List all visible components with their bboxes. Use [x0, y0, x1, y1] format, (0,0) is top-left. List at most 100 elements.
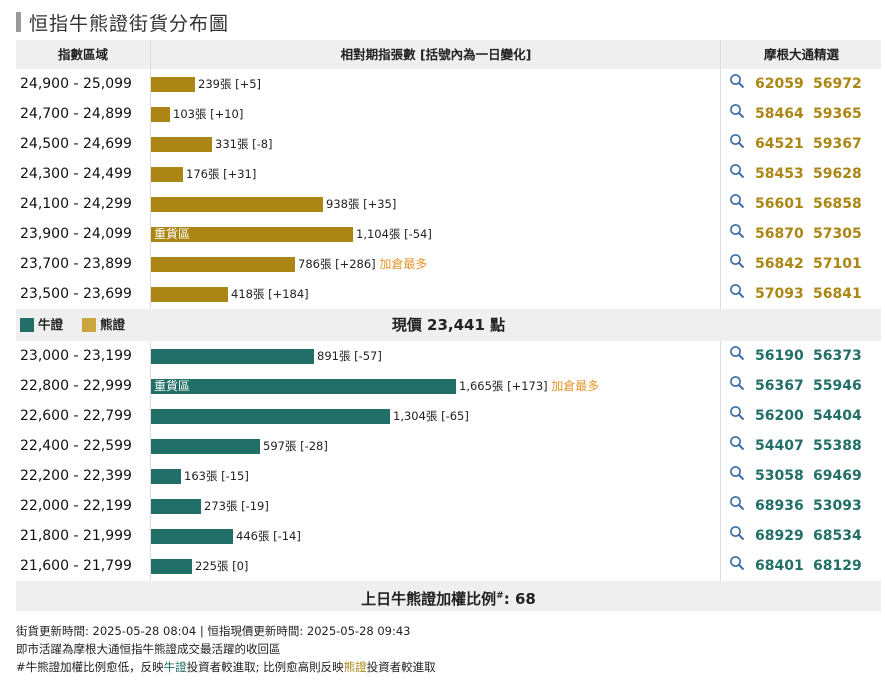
search-icon[interactable]	[729, 73, 745, 89]
update-times: 街貨更新時間: 2025-05-28 08:04 | 恒指現價更新時間: 202…	[16, 624, 411, 638]
search-icon[interactable]	[729, 375, 745, 391]
contracts-bar	[151, 469, 181, 484]
bar-cell: 103張 [+10]	[150, 99, 721, 129]
contracts-text: 273張 [-19]	[204, 499, 269, 513]
index-range: 21,600 - 21,799	[20, 558, 132, 574]
warrant-code-link[interactable]: 62059	[755, 76, 804, 92]
warrant-code-link[interactable]: 64521	[755, 136, 804, 152]
warrant-code-link[interactable]: 59365	[813, 106, 862, 122]
contracts-label: 891張 [-57]	[317, 349, 382, 364]
warrant-code-link[interactable]: 55388	[813, 438, 862, 454]
bar-cell: 938張 [+35]	[150, 189, 721, 219]
warrant-code-link[interactable]: 68401	[755, 558, 804, 574]
warrant-code-link[interactable]: 57305	[813, 226, 862, 242]
contracts-label: 786張 [+286] 加倉最多	[298, 257, 427, 272]
index-range: 24,500 - 24,699	[20, 136, 132, 152]
search-icon[interactable]	[729, 103, 745, 119]
warrant-code-link[interactable]: 69469	[813, 468, 862, 484]
bar-cell: 418張 [+184]	[150, 279, 721, 309]
contracts-text: 1,304張 [-65]	[393, 409, 469, 423]
selection-cell: 62059 56972	[720, 69, 882, 99]
bull-legend-swatch	[20, 318, 34, 332]
search-icon[interactable]	[729, 435, 745, 451]
warrant-code-link[interactable]: 54407	[755, 438, 804, 454]
selection-cell: 56601 56858	[720, 189, 882, 219]
warrant-code-link[interactable]: 53093	[813, 498, 862, 514]
warrant-code-link[interactable]: 58453	[755, 166, 804, 182]
price-legend-bar: 牛證 熊證 現價 23,441 點	[16, 309, 881, 341]
warrant-code-link[interactable]: 68929	[755, 528, 804, 544]
warrant-code-link[interactable]: 57101	[813, 256, 862, 272]
warrant-code-link[interactable]: 53058	[755, 468, 804, 484]
most-added-label: 加倉最多	[551, 379, 600, 393]
warrant-code-link[interactable]: 56367	[755, 378, 804, 394]
warrant-code-link[interactable]: 57093	[755, 286, 804, 302]
warrant-code-link[interactable]: 56841	[813, 286, 862, 302]
warrant-code-link[interactable]: 56870	[755, 226, 804, 242]
bear-legend-label: 熊證	[100, 317, 126, 332]
warrant-code-link[interactable]: 56200	[755, 408, 804, 424]
warrant-code-link[interactable]: 55946	[813, 378, 862, 394]
index-range: 23,900 - 24,099	[20, 226, 132, 242]
table-header: 指數區域 相對期指張數 [括號內為一日變化] 摩根大通精選	[16, 40, 881, 69]
selection-cell: 68401 68129	[720, 551, 882, 581]
selection-cell: 56870 57305	[720, 219, 882, 249]
selection-cell: 56190 56373	[720, 341, 882, 371]
index-range: 24,700 - 24,899	[20, 106, 132, 122]
search-icon[interactable]	[729, 525, 745, 541]
contracts-text: 239張 [+5]	[198, 77, 262, 91]
search-icon[interactable]	[729, 283, 745, 299]
selection-cell: 56200 54404	[720, 401, 882, 431]
contracts-text: 176張 [+31]	[186, 167, 257, 181]
contracts-text: 1,104張 [-54]	[356, 227, 432, 241]
page-title-block: 恒指牛熊證街貨分布圖	[16, 8, 229, 36]
index-range: 23,700 - 23,899	[20, 256, 132, 272]
warrant-code-link[interactable]: 56190	[755, 348, 804, 364]
table-row: 24,300 - 24,499 176張 [+31] 58453 59628	[16, 159, 881, 189]
warrant-code-link[interactable]: 59367	[813, 136, 862, 152]
search-icon[interactable]	[729, 495, 745, 511]
bar-cell: 163張 [-15]	[150, 461, 721, 491]
contracts-bar	[151, 529, 233, 544]
index-range: 22,200 - 22,399	[20, 468, 132, 484]
contracts-text: 163張 [-15]	[184, 469, 249, 483]
table-row: 21,600 - 21,799 225張 [0] 68401 68129	[16, 551, 881, 581]
search-icon[interactable]	[729, 133, 745, 149]
index-range: 24,300 - 24,499	[20, 166, 132, 182]
search-icon[interactable]	[729, 223, 745, 239]
search-icon[interactable]	[729, 163, 745, 179]
warrant-code-link[interactable]: 56601	[755, 196, 804, 212]
search-icon[interactable]	[729, 253, 745, 269]
index-range: 23,000 - 23,199	[20, 348, 132, 364]
contracts-bar	[151, 287, 228, 302]
search-icon[interactable]	[729, 555, 745, 571]
warrant-code-link[interactable]: 58464	[755, 106, 804, 122]
footnote-ratio: #牛熊證加權比例愈低，反映牛證投資者較進取; 比例愈高則反映熊證投資者較進取	[16, 659, 436, 675]
table-row: 22,000 - 22,199 273張 [-19] 68936 53093	[16, 491, 881, 521]
search-icon[interactable]	[729, 465, 745, 481]
contracts-text: 103張 [+10]	[173, 107, 244, 121]
contracts-bar: 重貨區	[151, 379, 456, 394]
warrant-code-link[interactable]: 56373	[813, 348, 862, 364]
table-row: 23,900 - 24,099 重貨區 1,104張 [-54] 56870 5730…	[16, 219, 881, 249]
warrant-code-link[interactable]: 54404	[813, 408, 862, 424]
index-range: 22,800 - 22,999	[20, 378, 132, 394]
table-row: 24,700 - 24,899 103張 [+10] 58464 59365	[16, 99, 881, 129]
warrant-code-link[interactable]: 68936	[755, 498, 804, 514]
warrant-code-link[interactable]: 59628	[813, 166, 862, 182]
search-icon[interactable]	[729, 193, 745, 209]
warrant-code-link[interactable]: 56842	[755, 256, 804, 272]
contracts-text: 938張 [+35]	[326, 197, 397, 211]
selection-cell: 53058 69469	[720, 461, 882, 491]
search-icon[interactable]	[729, 345, 745, 361]
weighted-ratio: 上日牛熊證加權比例#: 68	[16, 581, 881, 611]
warrant-code-link[interactable]: 56972	[813, 76, 862, 92]
contracts-bar	[151, 257, 295, 272]
contracts-label: 597張 [-28]	[263, 439, 328, 454]
warrant-code-link[interactable]: 68129	[813, 558, 862, 574]
index-range: 21,800 - 21,999	[20, 528, 132, 544]
warrant-code-link[interactable]: 68534	[813, 528, 862, 544]
warrant-code-link[interactable]: 56858	[813, 196, 862, 212]
search-icon[interactable]	[729, 405, 745, 421]
table-row: 23,500 - 23,699 418張 [+184] 57093 56841	[16, 279, 881, 309]
